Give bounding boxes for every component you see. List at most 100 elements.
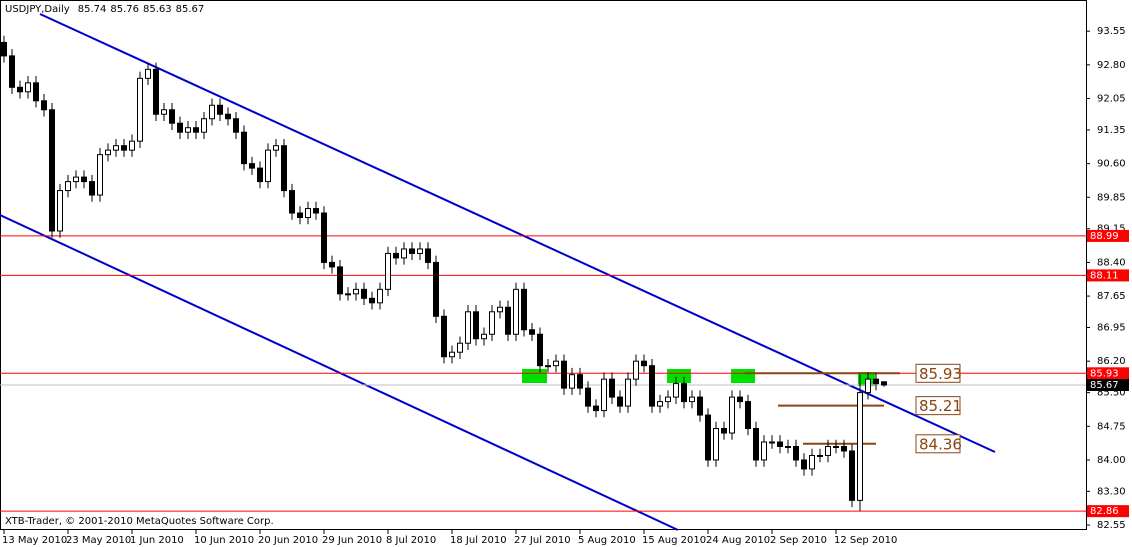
candle-body: [825, 445, 831, 456]
candle-body: [801, 459, 807, 470]
candle-body: [289, 190, 295, 214]
candle-body: [537, 333, 543, 367]
candle-body: [217, 104, 223, 115]
y-tick-label: 88.40: [1097, 257, 1126, 268]
last-price-label: 85.67: [1090, 380, 1119, 391]
candle-body: [345, 293, 351, 296]
candle-body: [641, 360, 647, 367]
y-tick-label: 90.60: [1097, 159, 1126, 170]
candle-body: [209, 104, 215, 120]
level-tag: [1087, 367, 1129, 380]
candle-body: [609, 378, 615, 398]
candle-body: [121, 145, 127, 151]
level-label: 82.86: [1090, 506, 1119, 517]
candle-body: [561, 360, 567, 389]
candle-body: [329, 261, 335, 268]
header-close: 85.67: [176, 4, 205, 15]
y-tick-label: 87.65: [1097, 291, 1126, 302]
candle-body: [753, 428, 759, 461]
header-low: 85.63: [143, 4, 172, 15]
candle-body: [161, 109, 167, 115]
candle-body: [505, 306, 511, 335]
candle-body: [737, 396, 743, 403]
x-tick-label: 18 Jul 2010: [450, 535, 507, 546]
candle-body: [89, 181, 95, 196]
candle-body: [545, 365, 551, 368]
candle-body: [705, 414, 711, 461]
candle-body: [225, 113, 231, 120]
candle-body: [697, 396, 703, 416]
candle-body: [233, 118, 239, 133]
y-tick-label: 92.80: [1097, 60, 1126, 71]
x-tick-label: 15 Aug 2010: [642, 535, 706, 546]
candle-body: [425, 248, 431, 263]
candle-body: [673, 383, 679, 398]
x-tick-label: 27 Jul 2010: [514, 535, 571, 546]
channel-lower: [0, 214, 679, 531]
y-tick-label: 84.00: [1097, 455, 1126, 466]
candle-body: [361, 288, 367, 299]
candle-body: [281, 145, 287, 192]
candle-body: [729, 396, 735, 434]
y-tick-label: 85.50: [1097, 388, 1126, 399]
candle-body: [441, 315, 447, 358]
candle-body: [833, 445, 839, 448]
candle-body: [369, 297, 375, 304]
highlight-box: [522, 369, 547, 383]
candle-body: [377, 288, 383, 304]
plot-frame: [0, 0, 1087, 530]
candle-body: [449, 351, 455, 358]
candle-body: [881, 381, 887, 386]
annotation-label: 85.93: [919, 365, 962, 383]
candle-body: [585, 387, 591, 407]
candle-body: [169, 109, 175, 124]
candle-body: [665, 396, 671, 403]
candle-body: [681, 383, 687, 403]
candle-body: [33, 82, 39, 102]
y-tick-label: 89.85: [1097, 192, 1126, 203]
candle-body: [1, 41, 7, 57]
y-tick-label: 91.35: [1097, 125, 1126, 136]
candle-body: [385, 252, 391, 290]
candle-body: [657, 401, 663, 407]
level-label: 88.99: [1090, 231, 1119, 242]
candle-body: [57, 190, 63, 232]
candle-body: [521, 288, 527, 331]
candle-body: [497, 306, 503, 313]
annotation-label: 84.36: [919, 435, 962, 453]
last-price-tag: [1087, 378, 1129, 391]
candle-body: [185, 127, 191, 133]
annotation-box: [915, 363, 961, 383]
candle-body: [761, 441, 767, 461]
candle-body: [865, 378, 871, 394]
candle-body: [633, 360, 639, 380]
candle-body: [489, 311, 495, 335]
candle-body: [337, 266, 343, 295]
highlight-box: [731, 369, 755, 383]
candle-body: [321, 212, 327, 263]
candle-body: [17, 86, 23, 93]
x-tick-label: 23 May 2010: [66, 535, 131, 546]
candle-body: [617, 396, 623, 407]
x-tick-label: 8 Jul 2010: [386, 535, 436, 546]
level-tag: [1087, 505, 1129, 518]
candle-body: [9, 55, 15, 88]
candle-body: [777, 441, 783, 447]
candle-body: [313, 208, 319, 214]
candle-body: [137, 77, 143, 142]
x-tick-label: 1 Jun 2010: [130, 535, 184, 546]
channel-upper: [39, 13, 996, 453]
y-tick-label: 93.55: [1097, 26, 1126, 37]
y-tick-label: 84.75: [1097, 421, 1126, 432]
x-tick-label: 10 Jun 2010: [194, 535, 254, 546]
candle-body: [193, 127, 199, 133]
header-high: 85.76: [110, 4, 139, 15]
candle-body: [849, 450, 855, 501]
candle-body: [841, 445, 847, 452]
y-tick-label: 83.30: [1097, 486, 1126, 497]
candle-body: [25, 82, 31, 93]
candle-body: [809, 454, 815, 470]
level-label: 85.93: [1090, 368, 1119, 379]
candle-body: [481, 333, 487, 340]
